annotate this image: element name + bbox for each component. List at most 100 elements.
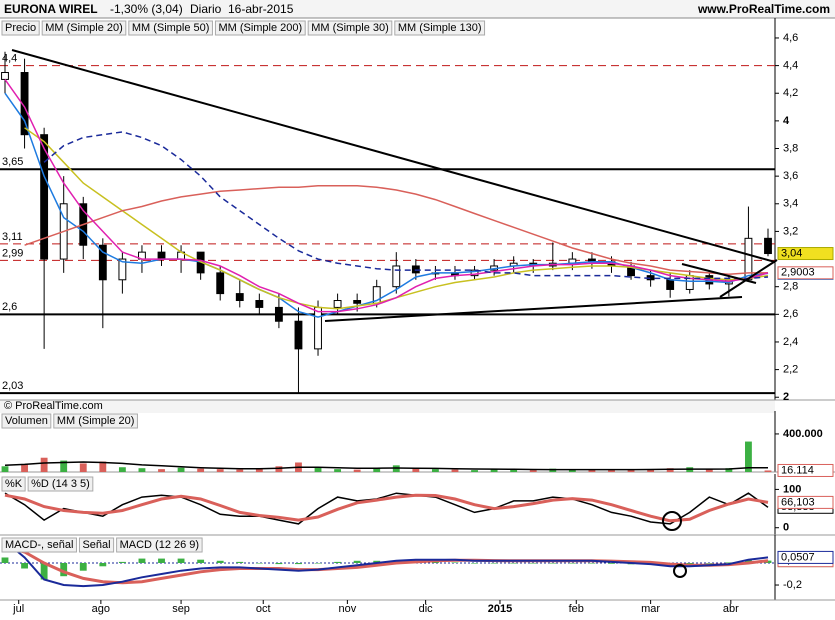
- bar: [177, 467, 185, 472]
- bar: [158, 558, 165, 563]
- legend-box: [78, 537, 115, 553]
- bar: [471, 470, 478, 472]
- date: 16-abr-2015: [228, 2, 294, 16]
- candle-body: [98, 244, 107, 281]
- bar: [705, 469, 713, 472]
- bar: [255, 468, 263, 472]
- value-box: [777, 550, 834, 564]
- bar: [177, 558, 185, 563]
- copyright: © ProRealTime.com: [4, 400, 103, 412]
- bar: [40, 457, 48, 472]
- x-tick-label: dic: [419, 603, 434, 615]
- bar: [608, 562, 615, 564]
- bar: [588, 562, 596, 564]
- bar: [353, 469, 361, 472]
- trend-line: [719, 259, 778, 298]
- bar: [568, 469, 576, 472]
- bar: [725, 562, 733, 563]
- bar: [314, 562, 322, 564]
- candle-body: [255, 300, 264, 308]
- candle-body: [118, 258, 127, 281]
- trend-line: [681, 263, 757, 284]
- y-tick-label: -0,2: [783, 579, 802, 591]
- bar: [1, 557, 9, 563]
- level-label: 2,99: [2, 247, 23, 259]
- bar: [745, 559, 752, 563]
- x-tick-label: 2015: [488, 603, 512, 615]
- legend-label: Precio: [5, 22, 36, 34]
- bar: [764, 470, 772, 472]
- bar: [79, 562, 87, 571]
- line: [43, 131, 769, 280]
- y-tick-label: 3,2: [783, 225, 798, 237]
- trend-line: [11, 49, 776, 263]
- candle-body: [392, 265, 401, 288]
- legend-label: Volumen: [5, 415, 48, 427]
- drawings: [11, 49, 778, 578]
- bar: [627, 469, 635, 472]
- bar: [334, 469, 342, 472]
- bar: [431, 469, 439, 472]
- legend-label: Señal: [82, 539, 110, 551]
- level-label: 3,11: [2, 231, 23, 243]
- candle-body: [666, 279, 675, 290]
- period: Diario: [190, 2, 222, 16]
- y-tick-label: 3,4: [783, 198, 798, 210]
- value-box-label: 66,103: [781, 496, 815, 508]
- line: [4, 540, 769, 588]
- bar: [549, 562, 557, 564]
- x-tick-label: jul: [12, 603, 24, 615]
- bar: [412, 468, 420, 472]
- candle-body: [333, 300, 342, 308]
- line: [4, 78, 769, 313]
- candle-body: [294, 320, 303, 350]
- legend-label: MM (Simple 200): [218, 22, 302, 34]
- bar: [40, 562, 48, 580]
- bar: [471, 562, 478, 564]
- bar: [725, 468, 733, 472]
- y-tick-label: 3,8: [783, 142, 798, 154]
- bar: [295, 562, 302, 565]
- trend-line: [324, 296, 743, 322]
- x-tick-label: abr: [723, 603, 739, 615]
- line: [4, 92, 769, 318]
- legend-label: MM (Simple 130): [398, 22, 482, 34]
- change: -1,30% (3,04): [110, 2, 183, 16]
- candle-body: [216, 272, 225, 295]
- bar: [99, 461, 107, 472]
- line: [4, 492, 769, 525]
- legend-box: [1, 537, 77, 553]
- level-label: 4,4: [2, 53, 17, 65]
- bar: [353, 560, 361, 563]
- bar: [529, 562, 537, 564]
- bar: [1, 466, 9, 472]
- value-box-label: 0,0507: [781, 551, 815, 563]
- legend-box: [214, 20, 306, 36]
- value-box: [777, 266, 834, 280]
- y-tick-label: 2: [783, 391, 789, 403]
- candle-body: [744, 237, 753, 281]
- site: www.ProRealTime.com: [697, 2, 830, 16]
- x-tick-label: nov: [338, 603, 356, 615]
- candle-body: [353, 300, 362, 304]
- candle-body: [314, 306, 322, 350]
- circle-mark: [673, 564, 687, 578]
- y-tick-label: 400.000: [783, 428, 823, 440]
- y-tick-label: 2,4: [783, 336, 798, 348]
- bar: [216, 560, 224, 563]
- bar: [431, 561, 439, 563]
- legend-box: [128, 20, 213, 36]
- bar: [236, 561, 244, 563]
- y-tick-label: 4,4: [783, 60, 798, 72]
- instrument: EURONA WIREL: [4, 2, 98, 16]
- line: [4, 461, 768, 471]
- bar: [647, 469, 655, 472]
- bar: [490, 562, 498, 564]
- candle-body: [274, 306, 283, 322]
- bar: [275, 466, 283, 472]
- candle-body: [235, 293, 244, 302]
- y-tick-label: 3,6: [783, 170, 798, 182]
- y-tick-label: 4: [783, 115, 790, 127]
- line: [24, 185, 769, 276]
